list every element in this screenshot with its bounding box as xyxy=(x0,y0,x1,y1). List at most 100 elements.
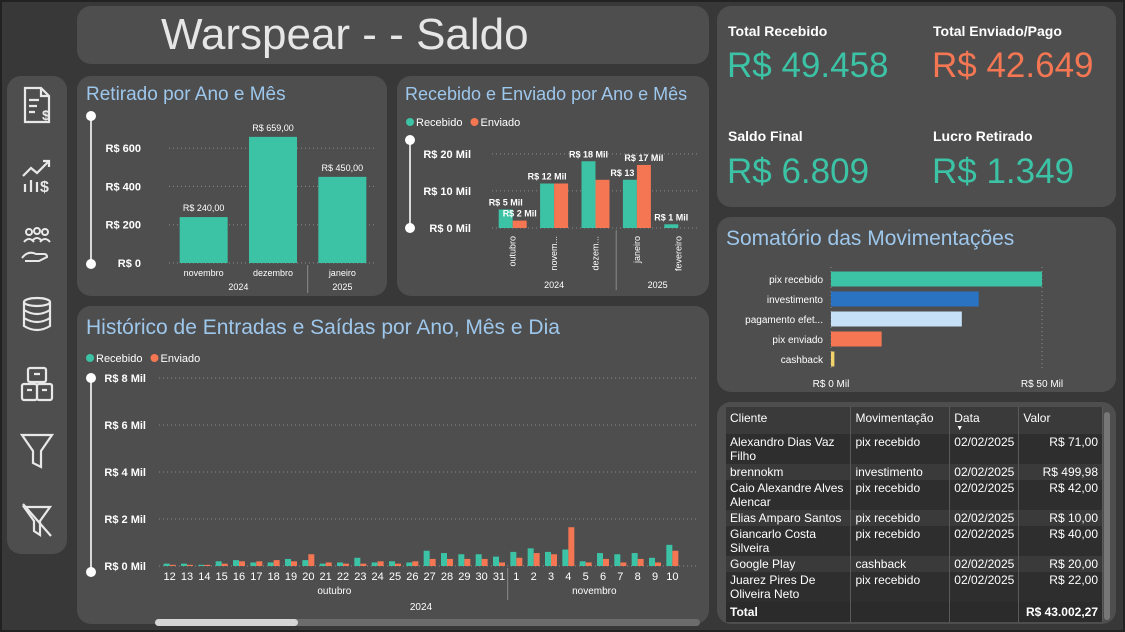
bar xyxy=(636,164,651,228)
table-row[interactable]: Giancarlo Costa Silveira pix recebido 02/0… xyxy=(726,526,1103,556)
range-slider-handle-top[interactable] xyxy=(86,373,96,383)
bar xyxy=(458,554,465,566)
y-tick-label: R$ 2 Mil xyxy=(104,514,146,526)
bar xyxy=(395,563,401,566)
kpi-lucro-retirado-label: Lucro Retirado xyxy=(933,128,1033,144)
bar xyxy=(631,553,638,566)
x-tick-label: 18 xyxy=(268,571,280,583)
bar xyxy=(540,183,555,228)
bar xyxy=(215,561,222,566)
x-tick-label: fevereiro xyxy=(673,236,683,271)
bar xyxy=(239,561,245,566)
bar xyxy=(308,554,315,566)
recebido-enviado-chart: Recebido Enviado R$ 0 Mil R$ 10 Mil R$ 20 Mi… xyxy=(405,117,699,290)
data-label: R$ 5 Mil xyxy=(489,197,523,207)
cell-data: 02/02/2025 xyxy=(949,572,1020,602)
y-tick-label: R$ 20 Mil xyxy=(423,149,471,161)
bar xyxy=(655,562,661,566)
historico-horizontal-scrollbar[interactable] xyxy=(155,619,700,626)
range-slider-handle-bottom[interactable] xyxy=(86,259,96,269)
filter-icon[interactable] xyxy=(19,430,55,472)
range-slider-handle-bottom[interactable] xyxy=(86,567,96,577)
x-tick-label: 29 xyxy=(458,571,470,583)
range-slider-handle-bottom[interactable] xyxy=(405,223,415,233)
cell-movimentacao: pix recebido xyxy=(850,434,951,464)
data-label: R$ 240,00 xyxy=(183,203,225,213)
bar xyxy=(441,553,447,566)
total-label: Total xyxy=(726,602,852,622)
cell-movimentacao: investimento xyxy=(850,464,951,480)
x-tick-label: 13 xyxy=(181,571,193,583)
x-group-label: 2024 xyxy=(544,280,564,290)
kpi-total-recebido-value: R$ 49.458 xyxy=(727,46,889,85)
clear-filter-icon[interactable] xyxy=(19,500,55,542)
bar xyxy=(545,551,551,566)
bar xyxy=(429,558,436,566)
bar xyxy=(551,554,557,566)
range-slider-handle-top[interactable] xyxy=(86,111,96,121)
cell-movimentacao: cashback xyxy=(850,556,951,572)
sort-descending-icon[interactable]: ▼ xyxy=(956,425,964,432)
table-row[interactable]: Caio Alexandre Alves Alencar pix recebido… xyxy=(726,480,1103,510)
bar xyxy=(527,548,534,566)
cell-data: 02/02/2025 xyxy=(949,480,1020,510)
scrollbar-thumb[interactable] xyxy=(155,619,298,626)
legend-label: Enviado xyxy=(480,117,520,129)
table-row[interactable]: Juarez Pires De Oliveira Neto pix recebid… xyxy=(726,572,1103,602)
kpi-total-recebido-label: Total Recebido xyxy=(728,23,828,39)
x-tick-label: 19 xyxy=(285,571,297,583)
cell-cliente: Juarez Pires De Oliveira Neto xyxy=(726,572,852,602)
bar xyxy=(649,557,655,566)
cell-valor: R$ 20,00 xyxy=(1018,556,1103,572)
svg-text:$: $ xyxy=(42,107,50,123)
table-vertical-scrollbar[interactable] xyxy=(1104,412,1110,620)
cell-cliente: Alexandro Dias Vaz Filho xyxy=(726,434,852,464)
bar xyxy=(620,562,627,566)
bar xyxy=(337,562,343,566)
column-header-valor[interactable]: Valor xyxy=(1018,407,1103,434)
x-tick-label: novem... xyxy=(549,236,559,271)
y-tick-label: R$ 600 xyxy=(106,143,141,155)
table-row[interactable]: brennokm investimento 02/02/2025 R$ 499,98 xyxy=(726,464,1103,480)
people-hand-icon[interactable] xyxy=(19,224,55,266)
data-label: R$ 450,00 xyxy=(322,163,364,173)
bar xyxy=(493,556,499,566)
y-tick-label: R$ 4 Mil xyxy=(104,467,146,479)
bar xyxy=(198,564,205,566)
x-tick-label: 30 xyxy=(476,571,488,583)
x-tick-label: 27 xyxy=(424,571,436,583)
bar xyxy=(666,544,673,566)
recebido-enviado-chart-title: Recebido e Enviado por Ano e Mês xyxy=(405,84,688,104)
coins-stack-icon[interactable] xyxy=(19,294,55,336)
boxes-icon[interactable] xyxy=(19,364,55,406)
somatorio-chart-title: Somatório das Movimentações xyxy=(726,227,1015,250)
historico-chart: Recebido Enviado R$ 0 Mil R$ 2 Mil R$ 4 Mil R… xyxy=(86,353,699,613)
x-tick-label: 25 xyxy=(389,571,401,583)
range-slider-handle-top[interactable] xyxy=(405,135,415,145)
bar xyxy=(221,563,228,566)
bar xyxy=(579,561,586,566)
table-row[interactable]: Google Play cashback 02/02/2025 R$ 20,00 xyxy=(726,556,1103,572)
data-label: R$ 2 Mil xyxy=(503,209,537,219)
bar xyxy=(233,560,239,566)
bar xyxy=(498,209,513,228)
historico-chart-panel: Histórico de Entradas e Saídas por Ano, … xyxy=(77,306,709,624)
historico-chart-title: Histórico de Entradas e Saídas por Ano, … xyxy=(86,316,560,339)
bar xyxy=(319,563,326,566)
recebido-enviado-chart-panel: Recebido e Enviado por Ano e Mês Recebid… xyxy=(397,76,709,296)
column-header-movimentacao[interactable]: Movimentação xyxy=(850,407,951,434)
column-header-cliente[interactable]: Cliente xyxy=(726,407,852,434)
retirado-chart-title: Retirado por Ano e Mês xyxy=(86,84,286,105)
bar xyxy=(302,560,309,566)
x-tick-label: 24 xyxy=(372,571,384,583)
x-group-label: 2025 xyxy=(648,280,668,290)
column-header-data[interactable]: Data ▼ xyxy=(949,407,1020,434)
legend-marker xyxy=(150,354,159,362)
chart-growth-dollar-icon[interactable]: $ xyxy=(19,154,55,196)
table-row[interactable]: Elias Amparo Santos pix recebido 02/02/202… xyxy=(726,510,1103,526)
y-tick-label: R$ 10 Mil xyxy=(423,186,471,198)
table-row[interactable]: Alexandro Dias Vaz Filho pix recebido 02/0… xyxy=(726,434,1103,464)
x-tick-label: 7 xyxy=(617,571,623,583)
x-tick-label: dezembro xyxy=(253,268,293,278)
invoice-dollar-icon[interactable]: $ xyxy=(19,84,55,126)
